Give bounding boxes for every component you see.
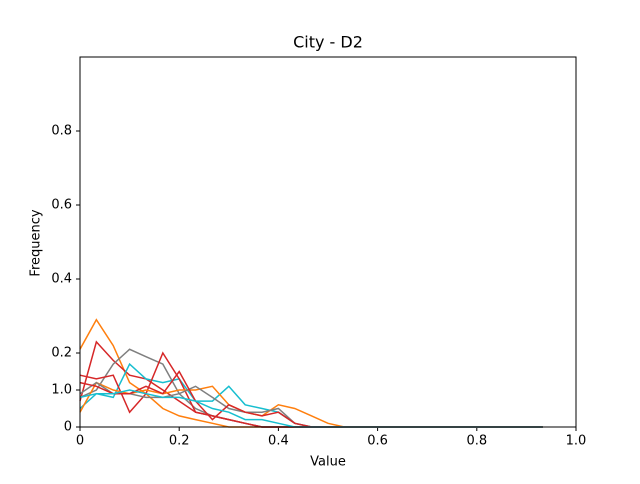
plot-frame [79,56,577,428]
y-tick-label: 0.6 [51,198,72,213]
y-tick-label: 1.0 [51,383,72,398]
y-tick-label: 0.8 [51,124,72,139]
x-tick-label: 0.2 [169,434,190,449]
x-tick-label: 0.6 [367,434,388,449]
x-tick-label: 0 [76,434,84,449]
x-tick-label: 1.0 [566,434,587,449]
x-axis-label: Value [310,455,346,470]
y-axis-label: Frequency [29,209,44,276]
y-tick-label: 0.2 [51,346,72,361]
x-tick-label: 0.4 [268,434,289,449]
y-tick-label: 0.4 [51,272,72,287]
chart-title: City - D2 [293,33,363,52]
y-tick-label: 0 [64,420,72,435]
x-tick-label: 0.8 [466,434,487,449]
